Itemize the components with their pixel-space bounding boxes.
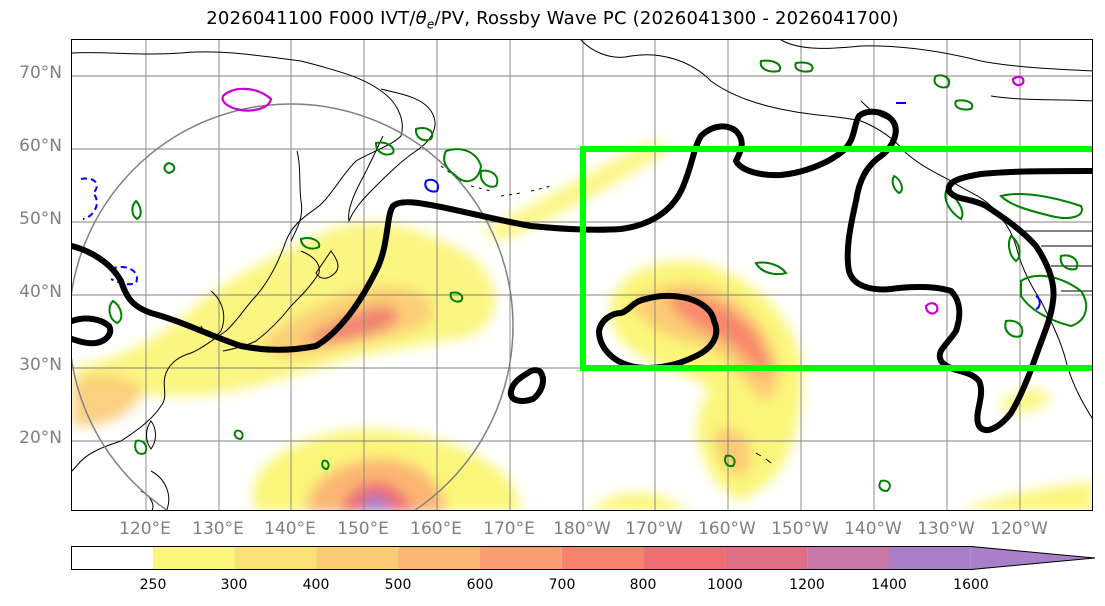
cb-tick-300: 300 <box>220 577 248 593</box>
cb-seg-5 <box>480 546 562 570</box>
cb-seg-9 <box>807 546 889 570</box>
lon-label-160w: 160°W <box>698 519 756 539</box>
pv-contours-positive <box>108 59 1088 493</box>
cb-seg-10 <box>889 546 971 570</box>
lat-label-50n: 50°N <box>19 209 62 229</box>
colorbar <box>71 546 1099 570</box>
lon-label-120w: 120°W <box>990 519 1048 539</box>
cb-seg-8 <box>725 546 808 570</box>
cb-seg-1 <box>152 546 235 570</box>
lat-label-60n: 60°N <box>19 136 62 156</box>
radius-circle <box>72 103 514 510</box>
map-panel[interactable] <box>71 39 1093 511</box>
lon-label-170e: 170°E <box>483 519 535 539</box>
lon-label-140e: 140°E <box>264 519 316 539</box>
cb-seg-2 <box>234 546 317 570</box>
coastlines <box>72 40 1092 510</box>
cb-outline <box>71 546 1096 570</box>
lon-label-120e: 120°E <box>119 519 171 539</box>
cb-seg-6 <box>561 546 644 570</box>
lon-label-160e: 160°E <box>410 519 462 539</box>
ivt-shading <box>73 142 1092 510</box>
lon-label-140w: 140°W <box>844 519 902 539</box>
lon-label-150e: 150°E <box>337 519 389 539</box>
cb-tick-700: 700 <box>548 577 576 593</box>
figure-title: 2026041100 F000 IVT/θe/PV, Rossby Wave P… <box>206 8 899 32</box>
cb-seg-7 <box>643 546 726 570</box>
magenta-contours <box>221 75 1025 315</box>
cb-tick-500: 500 <box>384 577 412 593</box>
cb-seg-0 <box>71 546 153 570</box>
cb-tick-1600: 1600 <box>953 577 989 593</box>
lat-label-20n: 20°N <box>19 428 62 448</box>
lon-label-130w: 130°W <box>917 519 975 539</box>
theta-contour <box>72 108 1092 434</box>
lat-label-30n: 30°N <box>19 355 62 375</box>
lon-label-180w: 180°W <box>553 519 611 539</box>
lon-label-170w: 170°W <box>625 519 683 539</box>
cb-tick-800: 800 <box>629 577 657 593</box>
cb-tick-600: 600 <box>466 577 494 593</box>
cb-tick-250: 250 <box>139 577 167 593</box>
lon-label-130e: 130°E <box>192 519 244 539</box>
cb-tick-400: 400 <box>302 577 330 593</box>
lat-label-40n: 40°N <box>19 282 62 302</box>
cb-extend-arrow <box>970 546 1095 570</box>
cb-tick-1400: 1400 <box>871 577 907 593</box>
target-region-box[interactable] <box>580 146 1093 371</box>
cb-tick-1000: 1000 <box>707 577 743 593</box>
cb-seg-4 <box>398 546 480 570</box>
lon-label-150w: 150°W <box>771 519 829 539</box>
cb-tick-1200: 1200 <box>789 577 825 593</box>
lat-label-70n: 70°N <box>19 63 62 83</box>
cb-seg-3 <box>316 546 399 570</box>
